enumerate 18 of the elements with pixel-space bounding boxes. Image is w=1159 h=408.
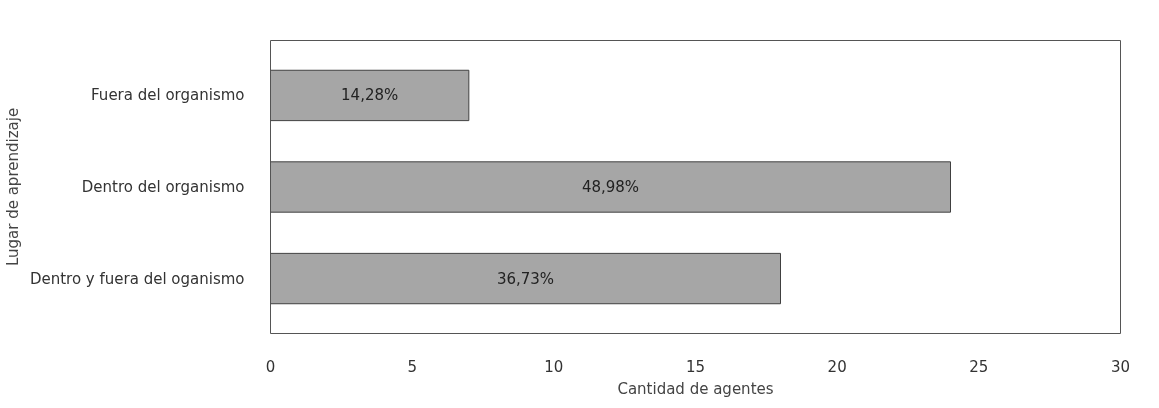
x-tick-label: 0	[265, 357, 276, 376]
annotation: 36,73%	[496, 269, 555, 288]
bar	[270, 69, 470, 122]
bar	[270, 161, 951, 213]
annotation: 14,28%	[341, 86, 399, 105]
x-tick-label: 15	[685, 357, 706, 376]
bar	[270, 252, 781, 305]
x-tick-label: 10	[544, 357, 564, 376]
x-tick-label: 30	[1110, 357, 1131, 376]
annotation: 48,98%	[581, 178, 640, 196]
x-axis-title: Cantidad de agentes	[617, 379, 774, 398]
y-tick-label: Fuera del organismo	[91, 86, 245, 105]
x-tick-label: 5	[407, 357, 417, 376]
y-axis-title: Lugar de aprendizaje	[3, 107, 22, 267]
y-tick-label: Dentro y fuera del oganismo	[29, 269, 245, 288]
x-tick-label: 20	[827, 357, 847, 376]
x-tick-label: 25	[969, 357, 989, 376]
y-tick-label: Dentro del organismo	[81, 178, 245, 196]
